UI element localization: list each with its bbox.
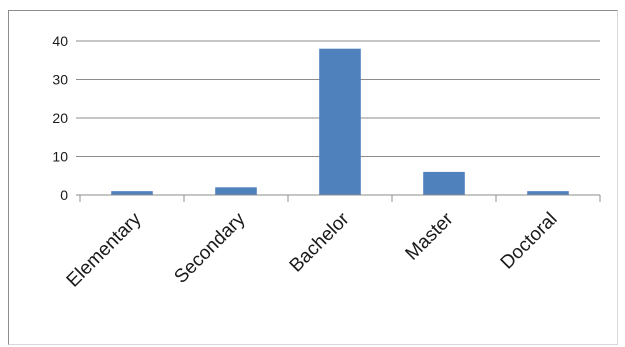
y-axis-tick-labels: 0 10 20 30 40 [52,33,68,203]
y-tick-label: 40 [52,33,68,49]
bar [319,48,361,196]
x-category-label: Elementary [63,208,146,291]
chart-frame [8,10,618,345]
bar [215,187,257,195]
y-tick-label: 10 [52,149,68,165]
x-axis [76,194,601,202]
bar [111,191,153,195]
bars [111,48,569,196]
x-category-label: Doctoral [497,209,562,274]
x-category-label: Master [402,208,458,264]
x-axis-category-labels: Elementary Secondary Bachelor Master Doctora… [63,208,562,291]
x-category-label: Secondary [170,208,249,287]
bar [423,171,465,195]
y-tick-label: 0 [60,187,68,203]
bar [527,191,569,195]
x-category-label: Bachelor [286,208,354,276]
y-tick-label: 30 [52,72,68,88]
y-tick-label: 20 [52,110,68,126]
